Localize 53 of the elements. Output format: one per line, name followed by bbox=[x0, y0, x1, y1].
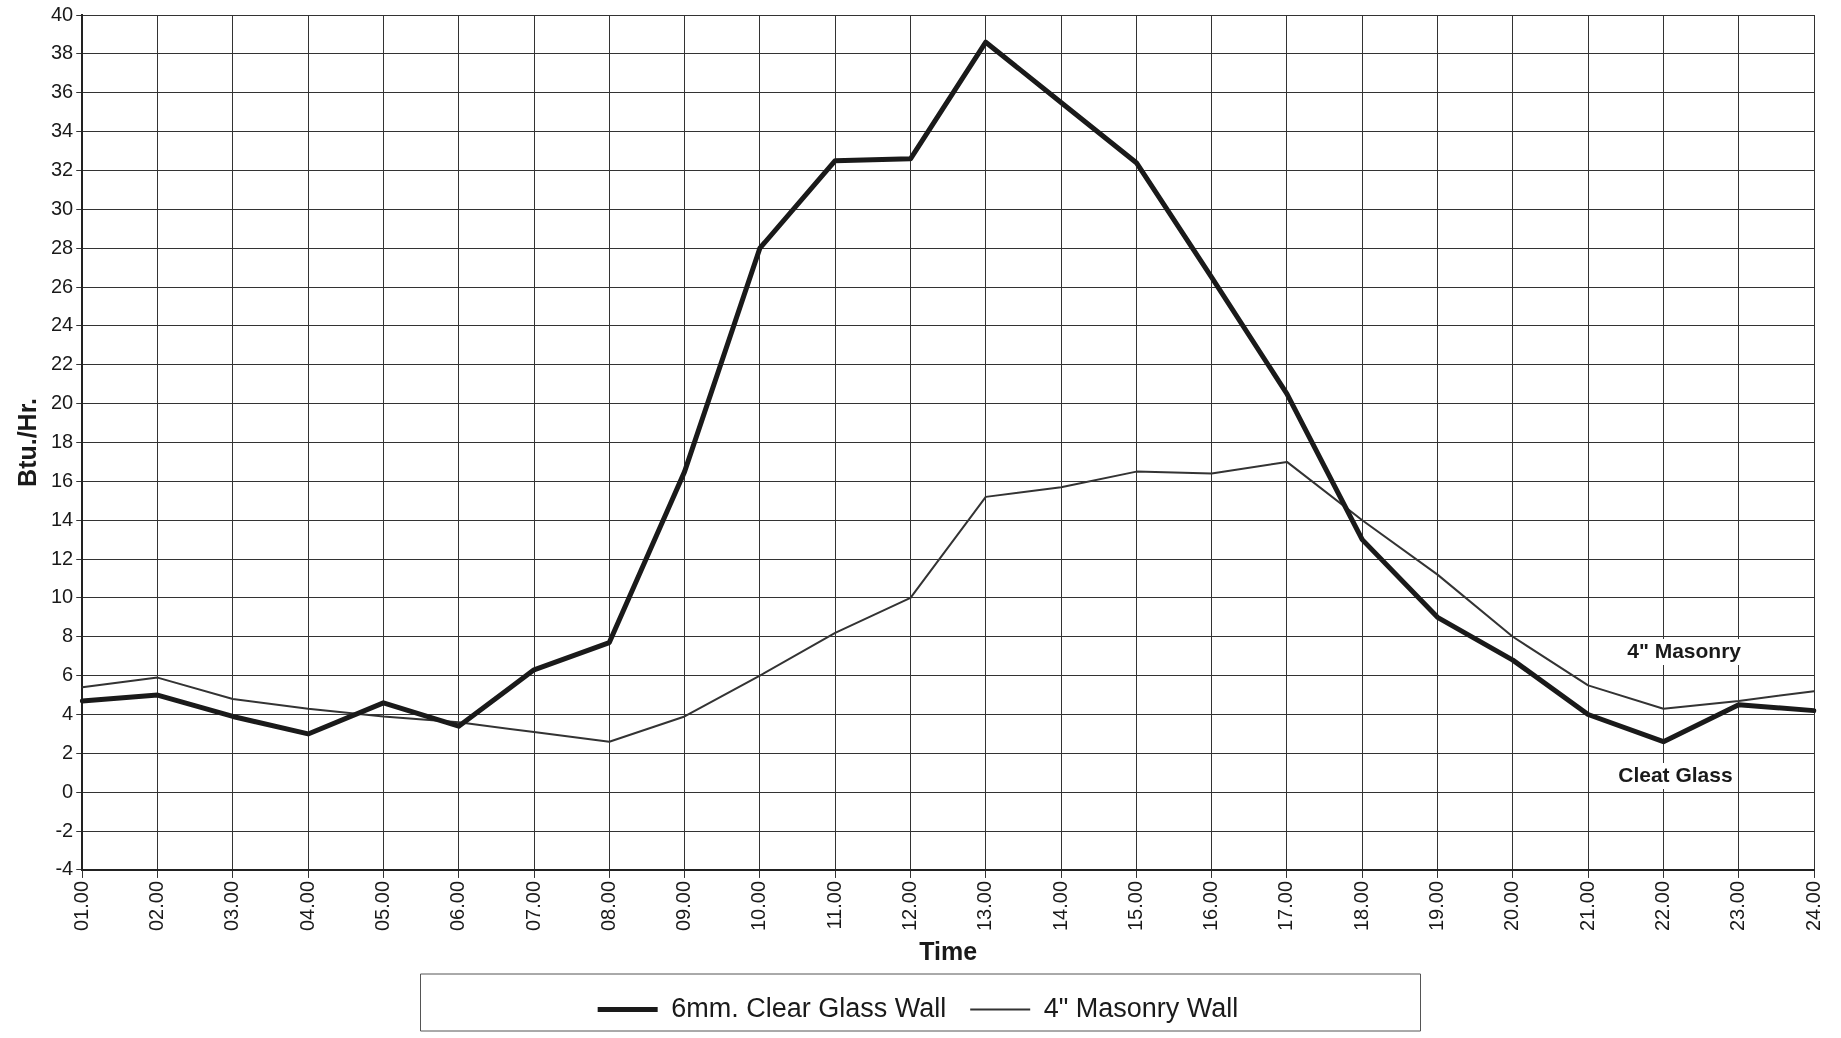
x-tick-label: 09.00 bbox=[672, 880, 695, 932]
x-tick-label: 14.00 bbox=[1048, 880, 1071, 932]
legend-label: 4" Masonry Wall bbox=[1043, 992, 1239, 1023]
annotation: Cleat Glass bbox=[1618, 762, 1733, 786]
x-tick-label: 12.00 bbox=[897, 880, 920, 932]
y-tick-label: 30 bbox=[51, 196, 74, 219]
x-tick-label: 02.00 bbox=[145, 880, 168, 932]
y-tick-label: 2 bbox=[62, 740, 74, 763]
y-tick-label: 16 bbox=[51, 468, 74, 491]
y-tick-label: 4 bbox=[62, 702, 74, 725]
x-tick-label: 13.00 bbox=[973, 880, 996, 932]
y-tick-label: 14 bbox=[51, 507, 74, 530]
annotation: 4" Masonry bbox=[1627, 638, 1742, 662]
x-tick-label: 04.00 bbox=[295, 880, 318, 932]
y-tick-label: 10 bbox=[51, 585, 74, 608]
y-tick-label: 34 bbox=[51, 119, 74, 142]
y-axis-title: Btu./Hr. bbox=[12, 398, 41, 487]
x-tick-label: 10.00 bbox=[747, 880, 770, 932]
x-tick-label: 15.00 bbox=[1123, 880, 1146, 932]
y-tick-label: -2 bbox=[55, 818, 74, 841]
x-tick-label: 16.00 bbox=[1199, 880, 1222, 932]
y-tick-label: 20 bbox=[51, 391, 74, 414]
y-tick-label: 18 bbox=[51, 429, 74, 452]
x-tick-label: 24.00 bbox=[1801, 880, 1824, 932]
legend-label: 6mm. Clear Glass Wall bbox=[671, 992, 947, 1023]
x-tick-label: 08.00 bbox=[596, 880, 619, 932]
y-tick-label: 32 bbox=[51, 157, 74, 180]
x-tick-label: 17.00 bbox=[1274, 880, 1297, 932]
x-tick-label: 21.00 bbox=[1575, 880, 1598, 932]
y-tick-label: 40 bbox=[51, 2, 74, 25]
y-tick-label: 6 bbox=[62, 663, 74, 686]
x-tick-label: 20.00 bbox=[1500, 880, 1523, 932]
y-tick-label: 12 bbox=[51, 546, 74, 569]
x-tick-label: 22.00 bbox=[1650, 880, 1673, 932]
y-tick-label: 26 bbox=[51, 274, 74, 297]
x-tick-label: 11.00 bbox=[822, 880, 845, 930]
x-tick-label: 07.00 bbox=[521, 880, 544, 932]
x-tick-label: 05.00 bbox=[370, 880, 393, 932]
y-tick-label: 38 bbox=[51, 41, 74, 64]
x-tick-label: 19.00 bbox=[1425, 880, 1448, 932]
x-tick-label: 03.00 bbox=[220, 880, 243, 932]
x-tick-label: 18.00 bbox=[1349, 880, 1372, 932]
y-tick-label: 0 bbox=[62, 779, 74, 802]
x-tick-label: 01.00 bbox=[69, 880, 92, 932]
y-tick-label: 28 bbox=[51, 235, 74, 258]
x-tick-label: 06.00 bbox=[446, 880, 469, 932]
y-tick-label: 36 bbox=[51, 80, 74, 103]
x-axis-title: Time bbox=[919, 936, 978, 965]
x-tick-label: 23.00 bbox=[1726, 880, 1749, 932]
y-tick-label: 24 bbox=[51, 313, 74, 336]
y-tick-label: -4 bbox=[55, 857, 74, 880]
y-tick-label: 8 bbox=[62, 624, 74, 647]
y-tick-label: 22 bbox=[51, 352, 74, 375]
